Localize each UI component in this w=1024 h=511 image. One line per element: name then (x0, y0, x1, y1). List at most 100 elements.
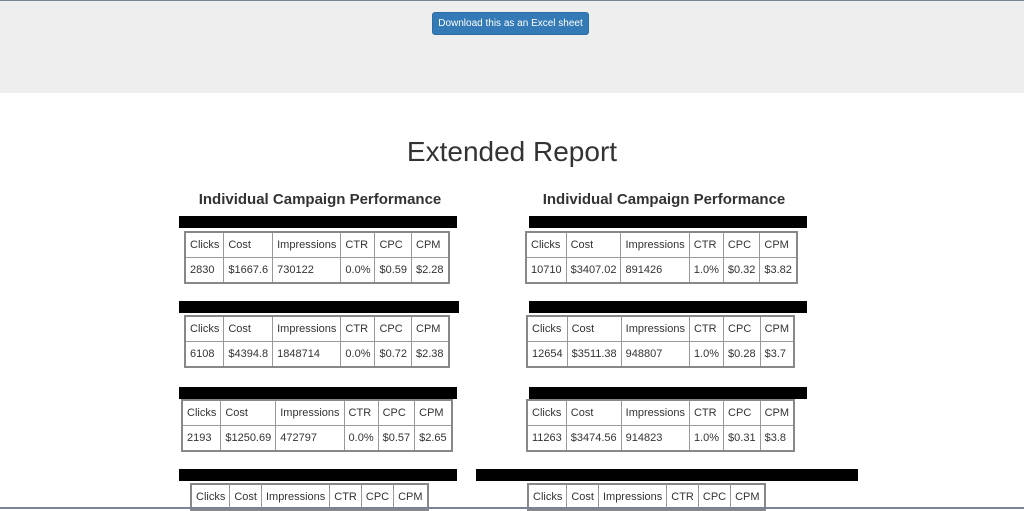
header-impressions: Impressions (272, 315, 342, 342)
table-header-row: Clicks Cost Impressions CTR CPC CPM (181, 399, 453, 426)
campaign-table: Clicks Cost Impressions CTR CPC CPM 2830… (184, 231, 450, 284)
download-excel-button[interactable]: Download this as an Excel sheet (432, 12, 589, 35)
cell-ctr: 1.0% (688, 257, 724, 284)
header-clicks: Clicks (527, 483, 568, 511)
cell-cpc: $0.57 (377, 425, 416, 452)
cell-impressions: 914823 (620, 425, 690, 452)
cell-cpm: $2.38 (411, 341, 450, 368)
header-impressions: Impressions (272, 231, 342, 258)
table-row: 12654 $3511.38 948807 1.0% $0.28 $3.7 (526, 341, 795, 368)
header-ctr: CTR (688, 231, 724, 258)
cell-ctr: 0.0% (340, 341, 376, 368)
redacted-campaign-name (179, 387, 457, 399)
header-cpm: CPM (759, 315, 795, 342)
header-cpc: CPC (722, 231, 761, 258)
cell-ctr: 0.0% (343, 425, 379, 452)
cell-ctr: 1.0% (688, 341, 725, 368)
campaign-table: Clicks Cost Impressions CTR CPC CPM 6108… (184, 315, 450, 368)
header-impressions: Impressions (260, 483, 331, 511)
header-ctr: CTR (340, 231, 376, 258)
cell-impressions: 891426 (620, 257, 690, 284)
table-header-row: Clicks Cost Impressions CTR CPC CPM (526, 399, 795, 426)
cell-impressions: 472797 (275, 425, 345, 452)
redacted-campaign-name (179, 469, 457, 481)
table-header-row: Clicks Cost Impressions CTR CPC CPM (184, 231, 450, 258)
header-cpm: CPM (759, 231, 798, 258)
header-cpm: CPM (759, 399, 795, 426)
cell-cost: $4394.8 (223, 341, 274, 368)
header-impressions: Impressions (620, 315, 690, 342)
cell-clicks: 2830 (184, 257, 225, 284)
header-ctr: CTR (688, 399, 725, 426)
cell-cpm: $3.82 (759, 257, 798, 284)
table-header-row: Clicks Cost Impressions CTR CPC CPM (526, 315, 795, 342)
redacted-campaign-name (179, 216, 457, 228)
cell-cpc: $0.28 (723, 341, 761, 368)
header-cpm: CPM (411, 315, 450, 342)
campaign-table: Clicks Cost Impressions CTR CPC CPM 2193… (181, 399, 453, 452)
cell-clicks: 6108 (184, 341, 225, 368)
header-cpm: CPM (411, 231, 450, 258)
header-clicks: Clicks (526, 315, 568, 342)
cell-impressions: 730122 (272, 257, 342, 284)
redacted-campaign-name (476, 469, 858, 481)
table-header-row: Clicks Cost Impressions CTR CPC CPM (527, 483, 766, 511)
header-clicks: Clicks (525, 231, 567, 258)
campaign-table: Clicks Cost Impressions CTR CPC CPM (527, 483, 766, 511)
header-cost: Cost (223, 315, 274, 342)
header-cpm: CPM (414, 399, 453, 426)
table-header-row: Clicks Cost Impressions CTR CPC CPM (184, 315, 450, 342)
window-bottom-border (0, 507, 1024, 509)
cell-cpm: $2.65 (414, 425, 453, 452)
redacted-campaign-name (529, 216, 807, 228)
cell-cpc: $0.32 (722, 257, 761, 284)
header-cpc: CPC (697, 483, 732, 511)
table-row: 6108 $4394.8 1848714 0.0% $0.72 $2.38 (184, 341, 450, 368)
header-clicks: Clicks (526, 399, 567, 426)
header-clicks: Clicks (184, 315, 225, 342)
campaign-table: Clicks Cost Impressions CTR CPC CPM (190, 483, 429, 511)
cell-clicks: 2193 (181, 425, 222, 452)
header-cpc: CPC (360, 483, 395, 511)
cell-cpc: $0.72 (374, 341, 413, 368)
cell-clicks: 12654 (526, 341, 568, 368)
table-row: 2193 $1250.69 472797 0.0% $0.57 $2.65 (181, 425, 453, 452)
header-cpc: CPC (377, 399, 416, 426)
cell-cost: $1667.6 (223, 257, 274, 284)
table-row: 2830 $1667.6 730122 0.0% $0.59 $2.28 (184, 257, 450, 284)
header-cost: Cost (220, 399, 277, 426)
cell-cpc: $0.31 (723, 425, 761, 452)
header-cpc: CPC (723, 315, 761, 342)
table-row: 11263 $3474.56 914823 1.0% $0.31 $3.8 (526, 425, 795, 452)
cell-ctr: 0.0% (340, 257, 376, 284)
cell-cpm: $3.8 (759, 425, 795, 452)
header-cpm: CPM (730, 483, 766, 511)
header-ctr: CTR (343, 399, 379, 426)
cell-cpm: $3.7 (759, 341, 795, 368)
redacted-campaign-name (529, 301, 807, 313)
campaign-table: Clicks Cost Impressions CTR CPC CPM 1126… (526, 399, 796, 452)
top-toolbar: Download this as an Excel sheet (0, 0, 1024, 93)
header-cpc: CPC (374, 315, 413, 342)
right-column-heading: Individual Campaign Performance (542, 191, 786, 208)
page-title: Extended Report (406, 136, 618, 167)
header-impressions: Impressions (620, 399, 690, 426)
cell-ctr: 1.0% (688, 425, 725, 452)
campaign-table: Clicks Cost Impressions CTR CPC CPM 1071… (525, 231, 798, 284)
left-column-heading: Individual Campaign Performance (198, 191, 442, 208)
table-row: 10710 $3407.02 891426 1.0% $0.32 $3.82 (525, 257, 798, 284)
redacted-campaign-name (529, 387, 807, 399)
header-cost: Cost (566, 315, 622, 342)
header-cpc: CPC (723, 399, 761, 426)
header-clicks: Clicks (181, 399, 222, 426)
cell-cost: $3511.38 (566, 341, 622, 368)
header-cpm: CPM (393, 483, 429, 511)
header-ctr: CTR (340, 315, 376, 342)
cell-cpm: $2.28 (411, 257, 450, 284)
header-impressions: Impressions (597, 483, 668, 511)
cell-cost: $1250.69 (220, 425, 277, 452)
cell-impressions: 1848714 (272, 341, 342, 368)
cell-clicks: 10710 (525, 257, 567, 284)
cell-cpc: $0.59 (374, 257, 413, 284)
header-impressions: Impressions (620, 231, 690, 258)
